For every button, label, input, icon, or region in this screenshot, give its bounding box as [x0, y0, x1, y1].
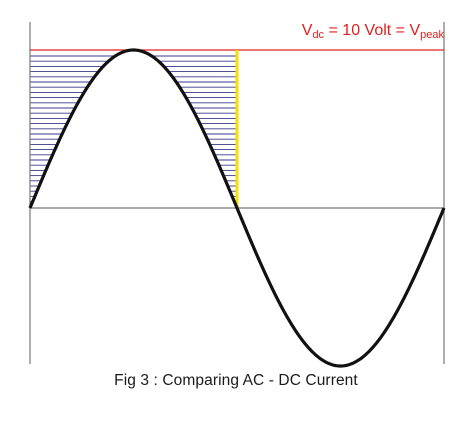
- label-middle: = 10 Volt = V: [324, 22, 421, 39]
- label-peak-sub: peak: [420, 29, 444, 41]
- sine-curve: [28, 48, 446, 368]
- label-dc-sub: dc: [312, 29, 325, 41]
- dc-voltage-label: Vdc = 10 Volt = Vpeak: [302, 22, 444, 41]
- hatch-area: [30, 55, 237, 208]
- figure-caption: Fig 3 : Comparing AC - DC Current: [114, 372, 358, 389]
- label-v: V: [301, 22, 313, 39]
